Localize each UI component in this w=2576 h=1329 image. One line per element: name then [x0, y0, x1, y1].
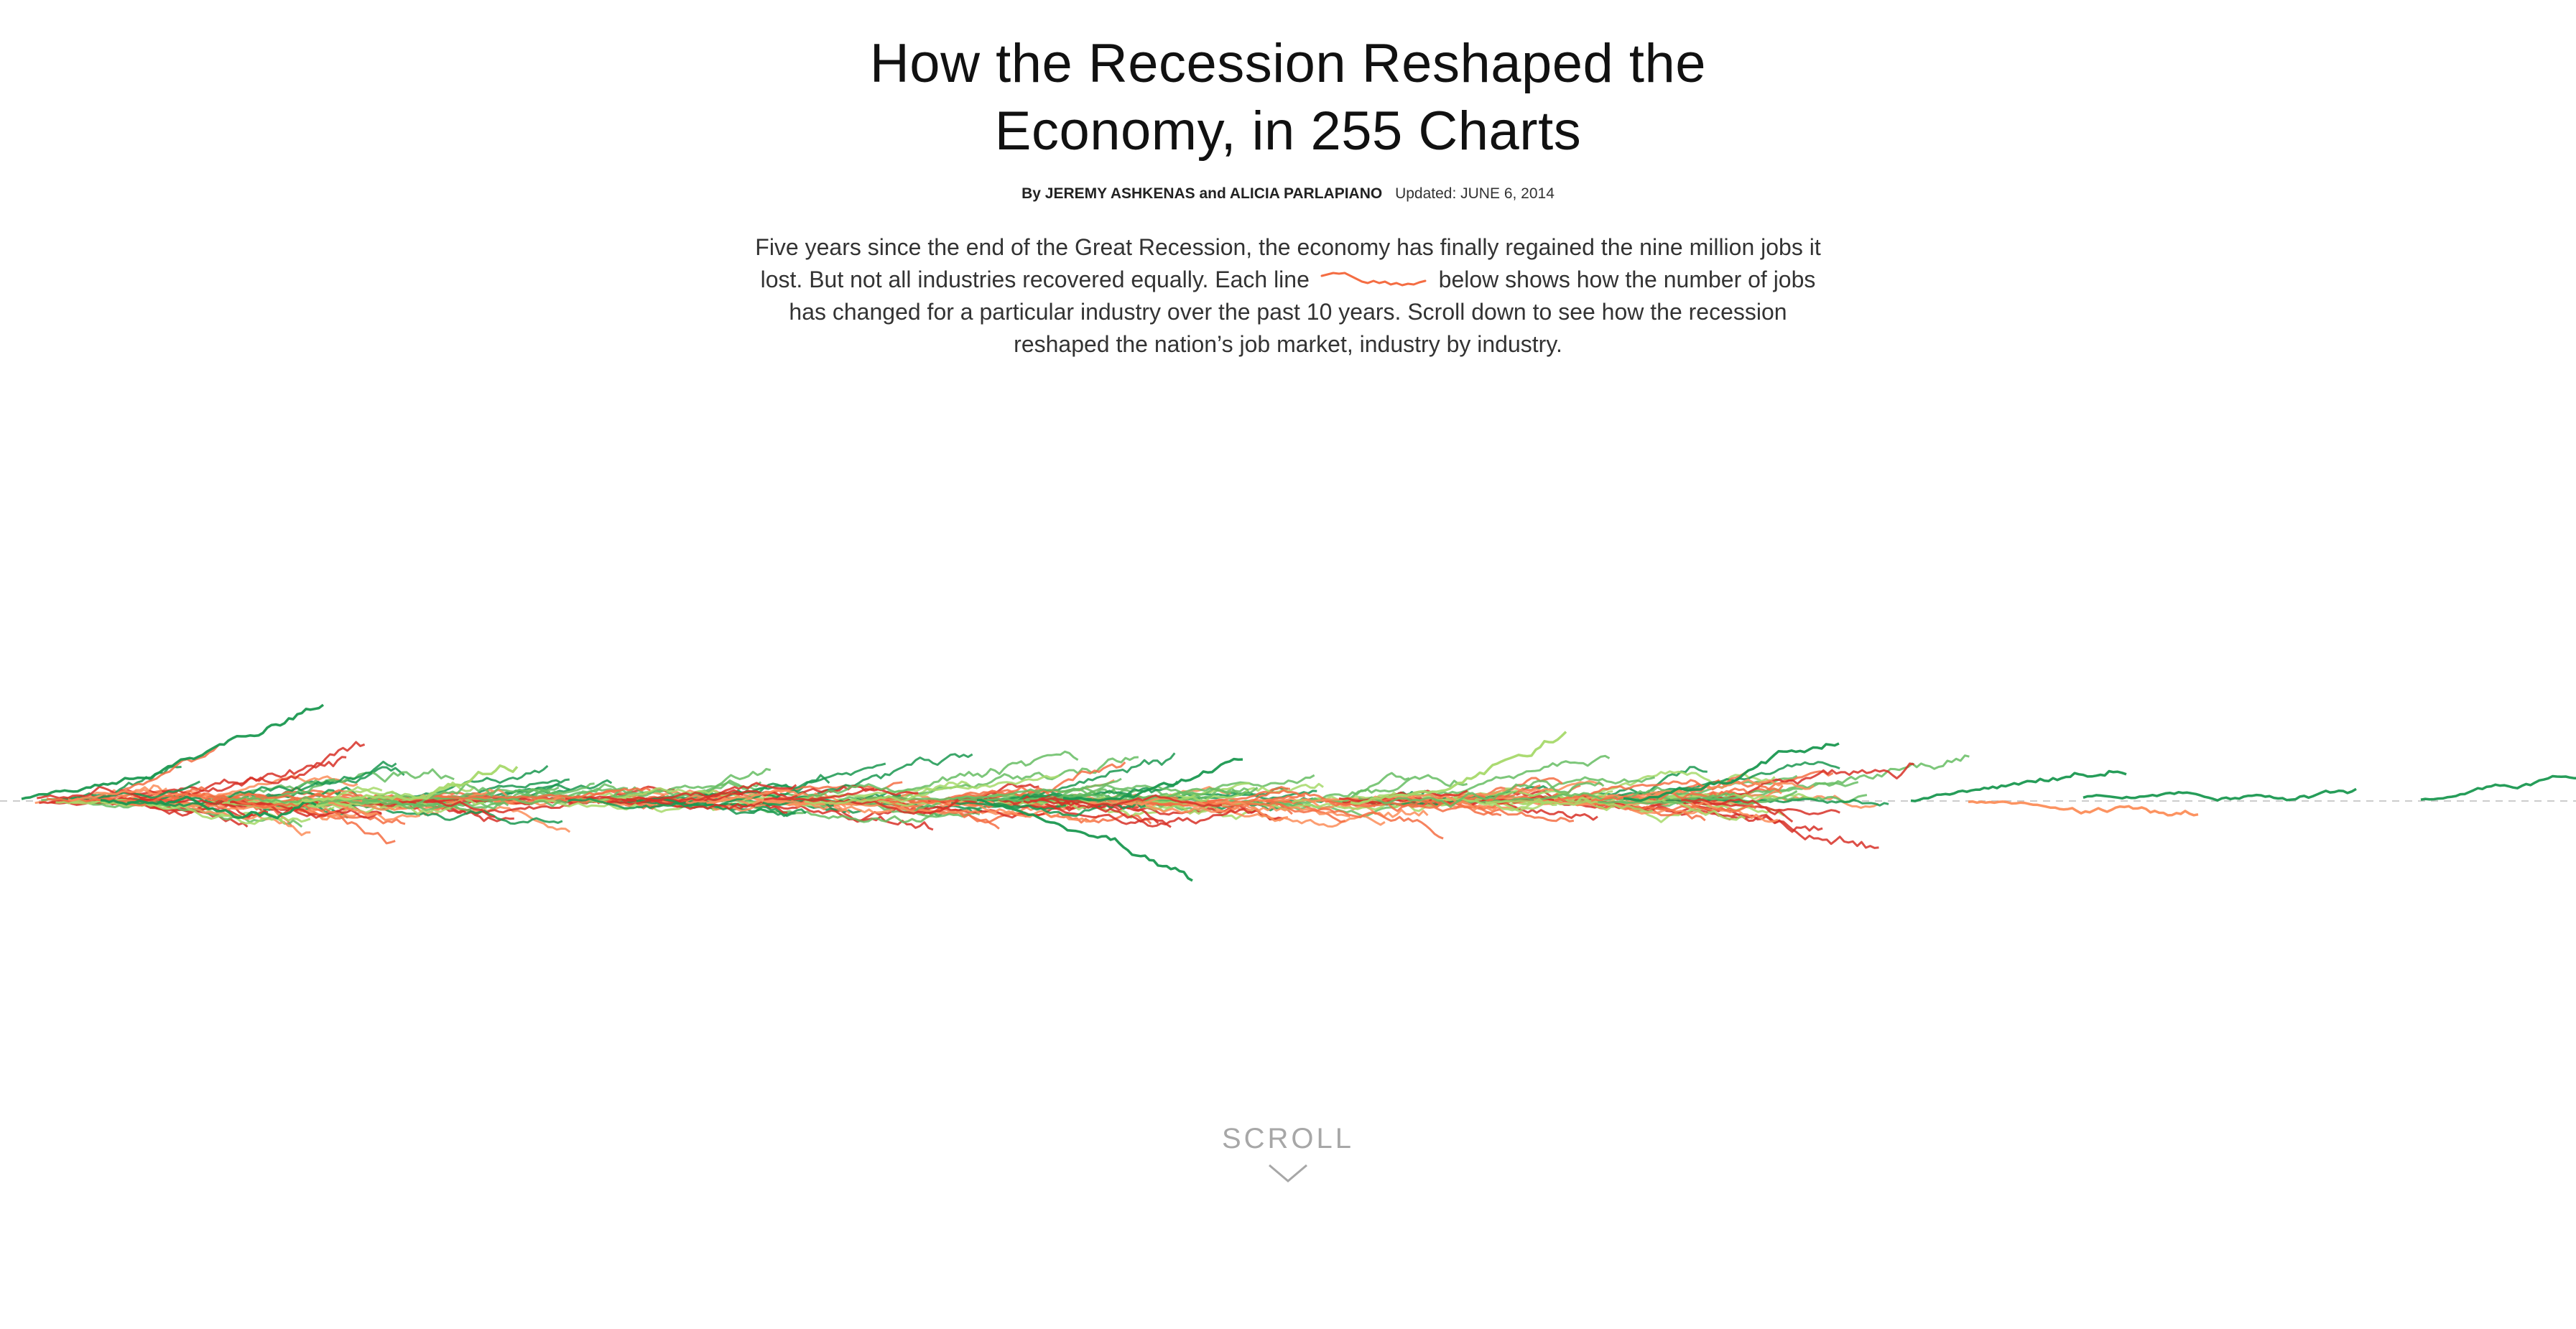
title-line-2: Economy, in 255 Charts — [994, 101, 1582, 162]
intro-paragraph: Five years since the end of the Great Re… — [749, 231, 1827, 361]
industry-line[interactable] — [21, 703, 325, 800]
industry-line[interactable] — [1681, 798, 1794, 823]
byline: By JEREMY ASHKENAS and ALICIA PARLAPIANO — [1021, 185, 1383, 202]
industry-line[interactable] — [301, 764, 519, 803]
industry-line[interactable] — [804, 792, 930, 805]
industry-line[interactable] — [1041, 794, 1223, 807]
industry-line[interactable] — [1639, 798, 1746, 821]
industry-line[interactable] — [1445, 797, 1557, 812]
industry-line[interactable] — [1062, 757, 1243, 802]
industry-line[interactable] — [100, 795, 317, 820]
industry-line[interactable] — [1485, 800, 1654, 813]
industry-line[interactable] — [1639, 778, 1815, 800]
industry-line[interactable] — [1598, 792, 1736, 805]
sample-line-icon — [1320, 272, 1427, 287]
industry-line[interactable] — [2082, 787, 2357, 802]
industry-line[interactable] — [606, 782, 797, 805]
industry-line[interactable] — [131, 800, 376, 818]
industry-lines-chart[interactable] — [0, 632, 2576, 1006]
industry-line[interactable] — [976, 798, 1193, 882]
industry-line[interactable] — [1625, 794, 1868, 805]
intro-text-before: Five years since the end of the Great Re… — [755, 234, 1821, 292]
industry-line[interactable] — [567, 797, 707, 810]
updated-date: Updated: JUNE 6, 2014 — [1395, 185, 1555, 202]
industry-line[interactable] — [1325, 800, 1575, 823]
industry-line[interactable] — [355, 788, 516, 811]
industry-line[interactable] — [1968, 800, 2199, 817]
industry-line[interactable] — [993, 802, 1146, 818]
industry-line[interactable] — [807, 750, 1079, 798]
industry-line[interactable] — [1023, 798, 1172, 828]
industry-line[interactable] — [1464, 789, 1685, 801]
industry-line[interactable] — [127, 760, 397, 807]
industry-line[interactable] — [398, 799, 496, 818]
industry-line[interactable] — [213, 797, 396, 845]
page-title: How the Recession Reshaped the Economy, … — [785, 0, 1791, 165]
industry-line[interactable] — [248, 786, 484, 813]
industry-line[interactable] — [1669, 792, 1817, 800]
industry-line[interactable] — [228, 782, 501, 810]
chevron-down-icon — [1269, 1164, 1307, 1182]
industry-line[interactable] — [1457, 786, 1693, 804]
industry-line[interactable] — [1350, 731, 1567, 805]
scroll-label: SCROLL — [1221, 1123, 1355, 1154]
industry-line[interactable] — [328, 802, 420, 821]
industry-line[interactable] — [764, 787, 919, 802]
intro-text-after: below shows how the number of jobs has c… — [789, 267, 1816, 357]
industry-line[interactable] — [1910, 769, 2127, 802]
industry-line[interactable] — [2420, 774, 2576, 801]
industry-line[interactable] — [1338, 789, 1468, 802]
article-header: How the Recession Reshaped the Economy, … — [0, 0, 2576, 361]
industry-line[interactable] — [589, 787, 776, 803]
industry-line[interactable] — [55, 799, 286, 825]
industry-line[interactable] — [1358, 779, 1605, 808]
industry-lines-group — [21, 703, 2576, 882]
industry-line[interactable] — [565, 795, 756, 810]
scroll-cue[interactable]: SCROLL — [0, 1121, 2576, 1185]
industry-line[interactable] — [68, 788, 162, 802]
industry-line[interactable] — [1377, 784, 1541, 805]
industry-line[interactable] — [362, 787, 629, 802]
industry-line[interactable] — [1623, 742, 1840, 802]
industry-line[interactable] — [37, 785, 158, 802]
industry-line[interactable] — [1302, 794, 1498, 812]
byline-row: By JEREMY ASHKENAS and ALICIA PARLAPIANO… — [0, 184, 2576, 204]
title-line-1: How the Recession Reshaped the — [869, 33, 1707, 94]
industry-line[interactable] — [1686, 770, 1834, 800]
industry-line[interactable] — [1013, 803, 1284, 828]
